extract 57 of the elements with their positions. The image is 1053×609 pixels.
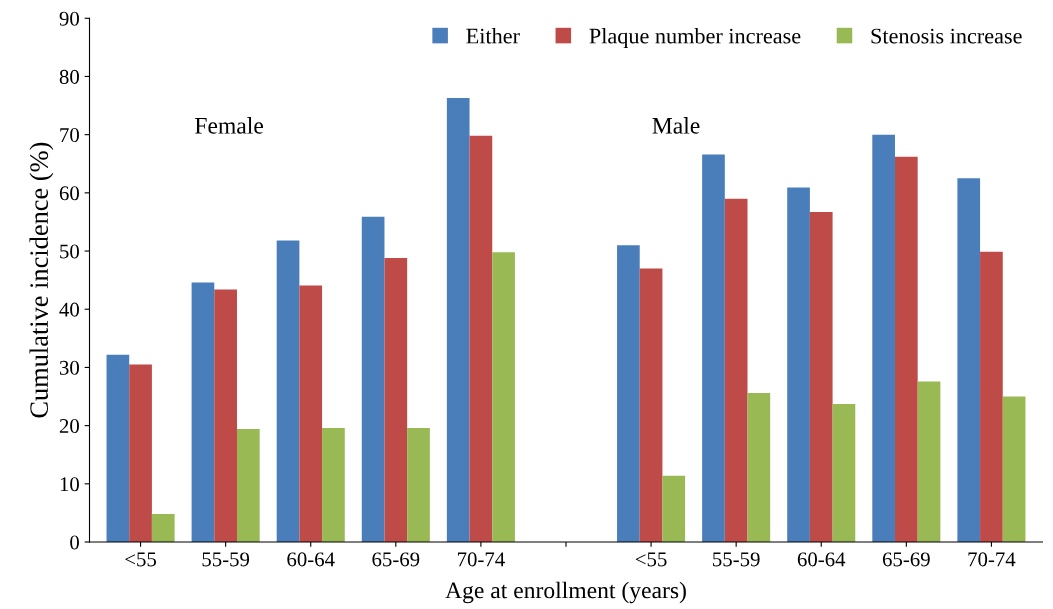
bar	[809, 212, 833, 543]
bar	[276, 240, 300, 543]
bar	[894, 156, 918, 543]
x-tick-label: 60-64	[797, 552, 846, 567]
bar	[787, 187, 810, 543]
bar	[384, 258, 408, 543]
bar	[106, 354, 130, 543]
y-tick-label: 10	[60, 477, 79, 492]
x-tick-label: 55-59	[713, 552, 760, 567]
y-tick-label: 90	[59, 11, 79, 26]
x-tick-label: 65-69	[372, 552, 420, 567]
bar	[702, 154, 725, 543]
bar	[917, 381, 941, 543]
bar	[214, 289, 237, 543]
x-tick-label: 70-74	[457, 552, 505, 567]
y-tick-label: 30	[59, 360, 79, 375]
bar	[980, 251, 1003, 543]
y-tick-label: 20	[59, 419, 79, 434]
bar	[191, 282, 215, 543]
bar	[492, 252, 515, 543]
bar	[747, 393, 771, 543]
annotation: Female	[195, 117, 264, 134]
y-axis-title: Cumulative incidence (%)	[29, 142, 54, 418]
y-tick-label: 50	[60, 244, 79, 259]
y-tick-label: 40	[59, 302, 79, 317]
bar	[617, 245, 640, 543]
y-tick-label: 70	[60, 128, 79, 143]
bar	[662, 475, 686, 543]
x-tick-label: 55-59	[202, 552, 250, 567]
x-tick-label: <55	[635, 552, 667, 567]
bar	[299, 285, 323, 543]
bar	[361, 216, 385, 543]
bar	[639, 268, 663, 543]
y-tick-label: 60	[59, 186, 79, 201]
x-tick-label: 60-64	[287, 552, 335, 567]
legend-label: Either	[466, 27, 520, 44]
y-tick-label: 80	[59, 69, 79, 84]
bar	[872, 134, 895, 543]
x-axis-title: Age at enrollment (years)	[445, 581, 686, 604]
annotation: Male	[652, 117, 700, 134]
bar	[446, 97, 470, 543]
bar	[407, 427, 430, 543]
bar	[151, 514, 175, 543]
bar	[1002, 396, 1026, 543]
bar	[322, 427, 345, 543]
bar	[832, 404, 856, 543]
x-tick-label: 70-74	[968, 552, 1016, 567]
legend-label: Plaque number increase	[589, 27, 801, 49]
bar	[957, 178, 981, 543]
bar	[724, 198, 748, 543]
bar	[469, 135, 493, 543]
bar	[129, 364, 152, 543]
x-tick-label: <55	[125, 552, 157, 567]
x-tick-label: 65-69	[882, 552, 930, 567]
bar	[236, 429, 260, 543]
legend-label: Stenosis increase	[871, 28, 1022, 44]
y-tick-label: 0	[70, 535, 79, 550]
